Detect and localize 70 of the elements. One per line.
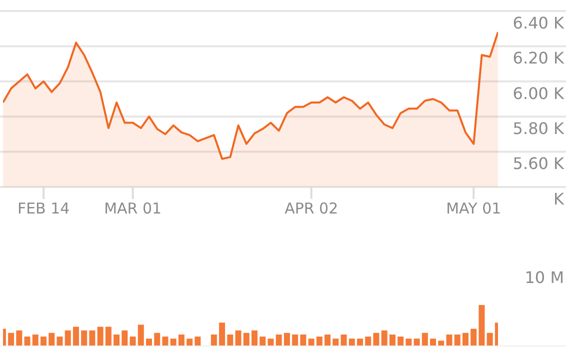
bar (406, 338, 412, 346)
bar (186, 338, 193, 346)
bar (40, 336, 47, 346)
bar (235, 330, 242, 346)
bar (178, 334, 184, 346)
bar (324, 334, 331, 346)
bar (81, 330, 88, 346)
bar (89, 330, 96, 346)
bar (300, 334, 306, 346)
bar (348, 338, 355, 346)
bar (332, 338, 339, 346)
x-tick-label: MAY 01 (446, 200, 502, 218)
bar (146, 338, 152, 346)
y-tick-label: 6.20 K (512, 48, 565, 68)
bar (422, 332, 428, 346)
bar (462, 332, 468, 346)
bar (114, 334, 120, 346)
bar (162, 336, 168, 346)
bar (64, 330, 71, 346)
bar (252, 330, 258, 346)
bar (365, 336, 372, 346)
bar (486, 332, 493, 346)
bar (438, 340, 444, 346)
bar (24, 336, 30, 346)
bar (446, 334, 452, 346)
x-tick-label: FEB 14 (17, 200, 70, 218)
bar (316, 336, 322, 346)
bar (170, 338, 176, 346)
bar (430, 338, 436, 346)
bar (32, 334, 38, 346)
bar (48, 332, 55, 346)
bar (284, 332, 290, 346)
bar (381, 330, 388, 346)
bar (356, 338, 363, 346)
bar (122, 330, 128, 346)
bar (16, 330, 22, 346)
bar (260, 336, 266, 346)
bar (8, 332, 14, 346)
bar (292, 334, 298, 346)
bar (373, 332, 380, 346)
y-tick-label: 5.80 K (512, 118, 565, 138)
bar (130, 336, 136, 346)
bar (219, 322, 226, 346)
bar (105, 326, 112, 346)
bar (243, 332, 250, 346)
bar (389, 334, 396, 346)
bar (194, 336, 201, 346)
bar (210, 334, 217, 346)
y-tick-label: 6.40 K (512, 13, 565, 32)
bar (478, 305, 485, 346)
bar (138, 324, 144, 346)
bar (97, 326, 104, 346)
bar (340, 334, 347, 346)
bar (227, 334, 234, 346)
bar (154, 332, 160, 346)
bar (72, 326, 79, 346)
bar (398, 336, 404, 346)
bar (308, 338, 314, 346)
bar (454, 334, 460, 346)
x-tick-label: APR 02 (284, 200, 338, 218)
text: 10 M (524, 268, 564, 287)
bar (470, 328, 477, 346)
x-tick-label: MAR 01 (104, 200, 162, 218)
y-tick-label: 5.60 K (512, 154, 565, 174)
bar (56, 336, 63, 346)
bar (276, 334, 282, 346)
y-tick-label: 6.00 K (512, 84, 565, 103)
y-tick-label: K (554, 189, 564, 208)
bar (268, 338, 274, 346)
bar (414, 338, 420, 346)
